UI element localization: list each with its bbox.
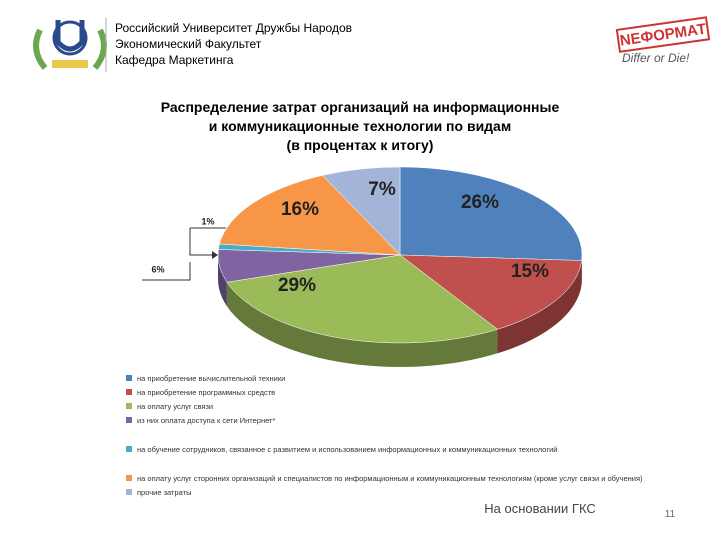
- legend-swatch: [126, 417, 132, 423]
- legend-swatch: [126, 489, 132, 495]
- legend-item: на оплату услуг сторонних организаций и …: [126, 474, 696, 483]
- slice: [399, 254, 582, 330]
- legend-swatch: [126, 446, 132, 452]
- legend-swatch: [126, 403, 132, 409]
- legend-item: из них оплата доступа к сети Интернет*: [126, 416, 696, 425]
- legend-label: на приобретение программных средств: [137, 388, 276, 397]
- legend-swatch: [126, 389, 132, 395]
- legend-label: на обучение сотрудников, связанное с раз…: [137, 445, 558, 454]
- legend-swatch: [126, 375, 132, 381]
- legend-item: на приобретение программных средств: [126, 388, 696, 397]
- legend-label: прочие затраты: [137, 488, 192, 497]
- slice-side: [226, 282, 498, 367]
- header-line: Кафедра Маркетинга: [115, 53, 234, 67]
- university-logo: [33, 20, 107, 70]
- chart-title: (в процентах к итогу): [287, 137, 434, 153]
- legend-item: на обучение сотрудников, связанное с раз…: [126, 445, 696, 454]
- data-label: 29%: [278, 275, 316, 296]
- legend-label: на оплату услуг связи: [137, 402, 214, 411]
- legend-label: на оплату услуг сторонних организаций и …: [137, 474, 643, 483]
- data-label: 15%: [511, 261, 549, 282]
- data-label: 7%: [368, 179, 396, 200]
- legend-item: на оплату услуг связи: [126, 402, 696, 411]
- leader-line: [189, 227, 226, 256]
- slice: [226, 254, 499, 344]
- slice: [322, 166, 401, 256]
- slice: [399, 166, 583, 261]
- legend: на приобретение вычислительной техники на…: [126, 374, 696, 502]
- footer-note: На основании ГКС: [484, 501, 596, 516]
- slice: [219, 175, 401, 256]
- legend-label: из них оплата доступа к сети Интернет*: [137, 416, 276, 425]
- brand-stamp: [615, 16, 711, 53]
- slice-side: [218, 255, 227, 307]
- data-label: 26%: [461, 192, 499, 213]
- pie: [217, 166, 583, 367]
- chart-title: Распределение затрат организаций на инфо…: [161, 99, 560, 115]
- slogan: Differ or Die!: [622, 51, 690, 65]
- legend-item: на приобретение вычислительной техники: [126, 374, 696, 383]
- legend-swatch: [126, 475, 132, 481]
- leader-line: [142, 262, 191, 281]
- data-label: 1%: [201, 216, 214, 226]
- chart-title: и коммуникационные технологии по видам: [209, 118, 511, 134]
- header-line: Экономический Факультет: [115, 37, 262, 51]
- page-number: 11: [665, 509, 676, 520]
- legend-label: на приобретение вычислительной техники: [137, 374, 286, 383]
- data-label: 6%: [151, 264, 164, 274]
- data-label: 16%: [281, 199, 319, 220]
- leader-arrow: [212, 251, 218, 259]
- legend-item: прочие затраты: [126, 488, 696, 497]
- slice-side: [497, 260, 582, 354]
- header-line: Российский Университет Дружбы Народов: [115, 21, 352, 35]
